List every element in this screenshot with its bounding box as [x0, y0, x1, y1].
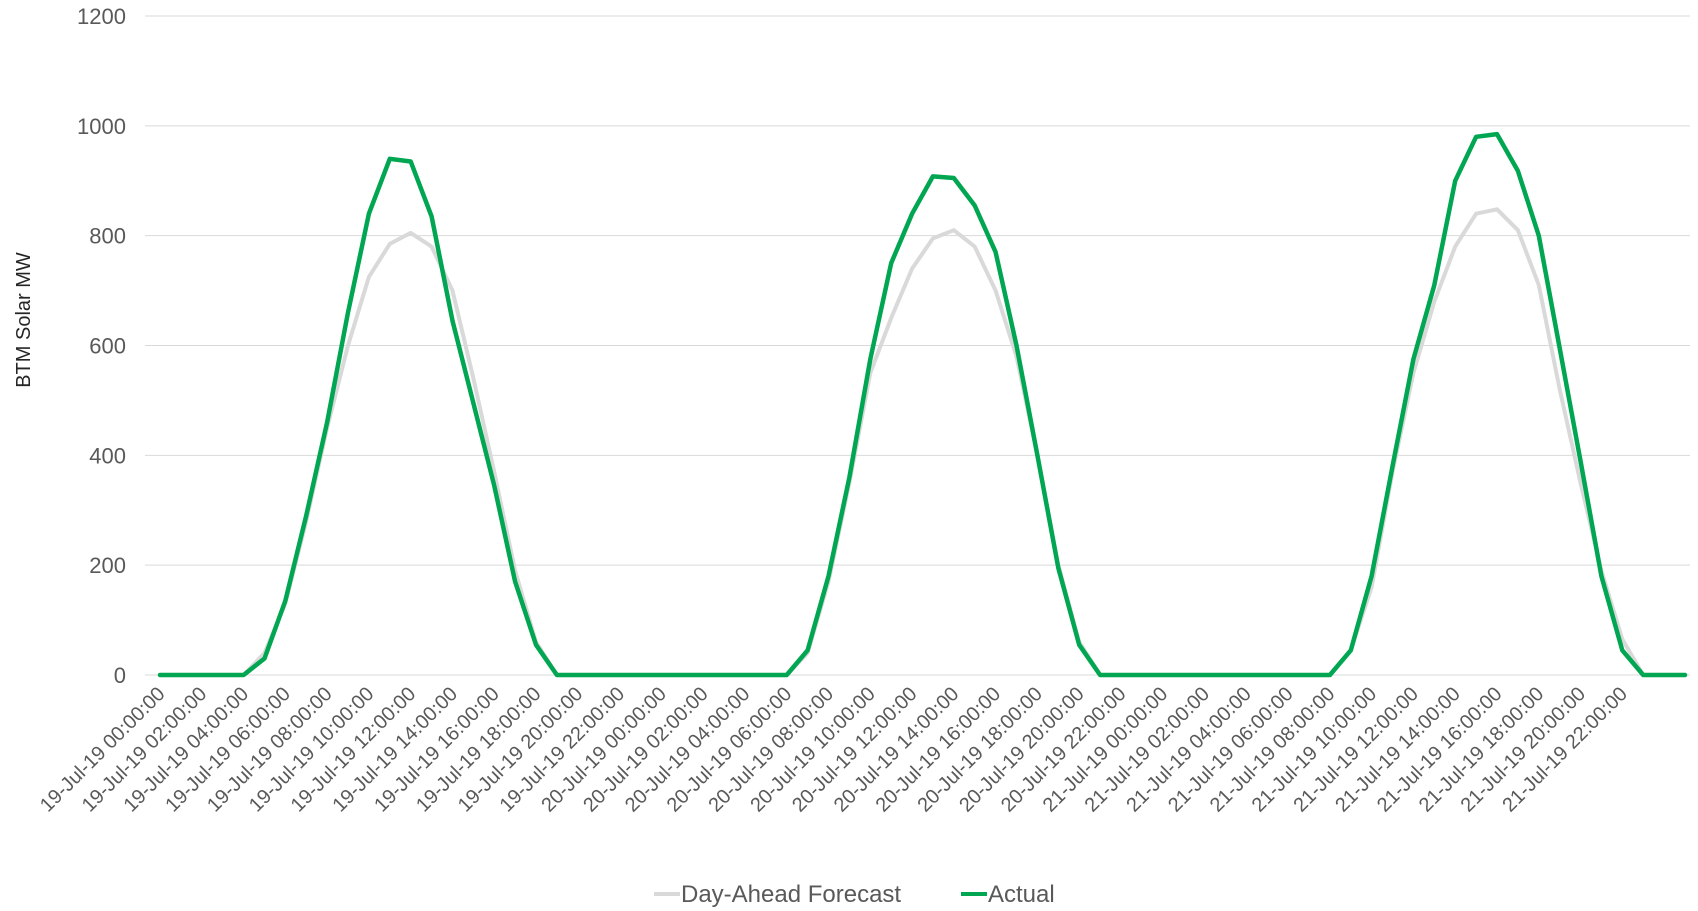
legend: Day-Ahead Forecast Actual — [654, 881, 1055, 908]
legend-label-actual: Actual — [988, 881, 1055, 908]
gridlines — [145, 15, 1690, 676]
y-tick-label: 800 — [89, 224, 126, 249]
y-tick-label: 200 — [89, 553, 126, 578]
y-tick-label: 400 — [89, 443, 126, 468]
y-tick-label: 600 — [89, 334, 126, 359]
series-line-actual — [157, 131, 1688, 678]
y-tick-label: 1200 — [77, 4, 126, 29]
legend-label-forecast: Day-Ahead Forecast — [681, 881, 901, 908]
y-tick-label: 0 — [114, 663, 126, 688]
y-axis-title: BTM Solar MW — [13, 252, 35, 388]
y-axis-ticks: 0 200 400 600 800 1000 1200 — [77, 4, 126, 688]
y-tick-label: 1000 — [77, 114, 126, 139]
series-lines — [157, 131, 1688, 678]
series-line-forecast — [158, 207, 1687, 677]
